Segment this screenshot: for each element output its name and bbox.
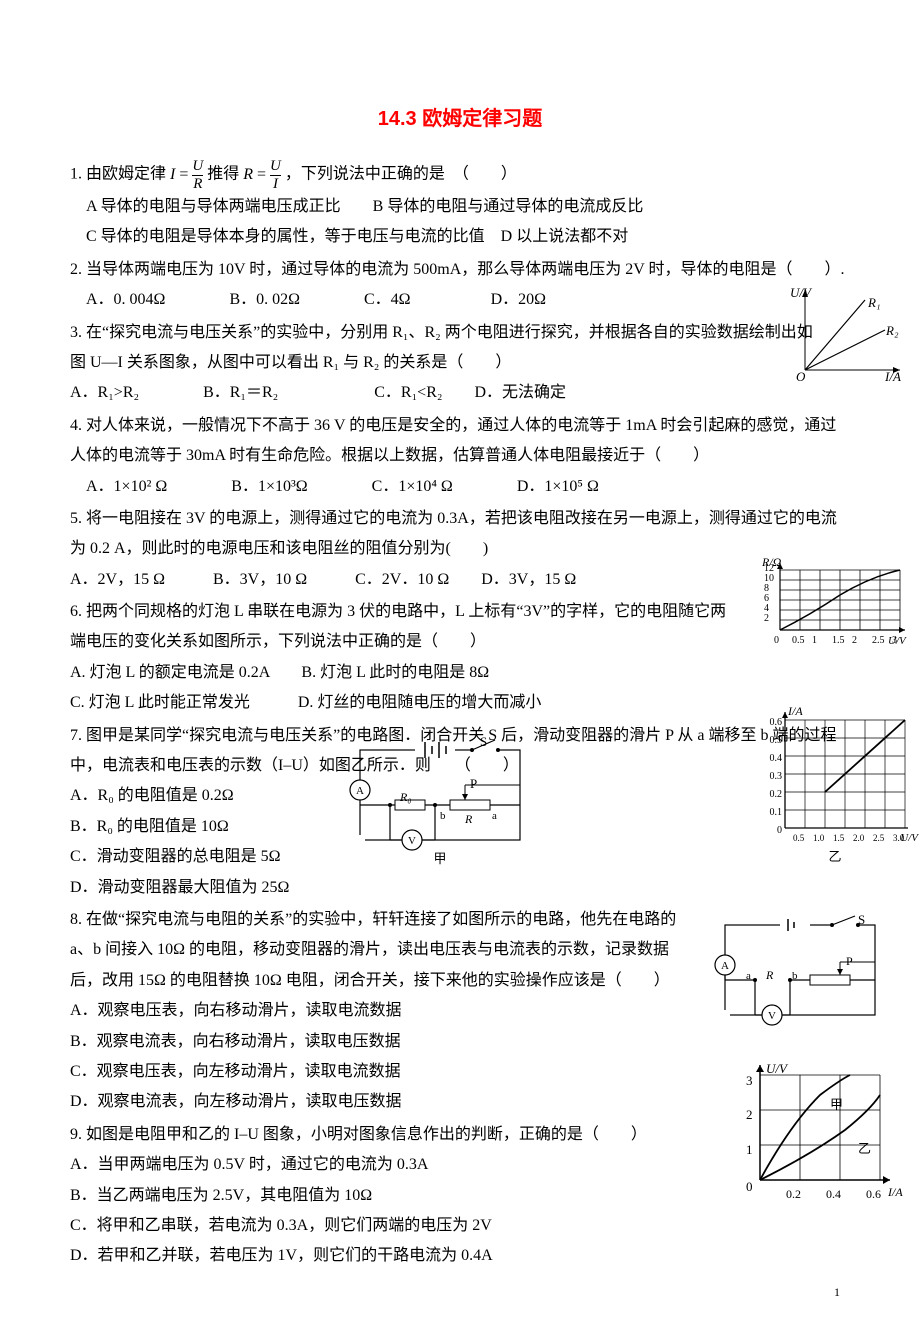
q9-xt2: 0.6 (866, 1183, 881, 1206)
q9-optA: A．当甲两端电压为 0.5V 时，通过它的电流为 0.3A (70, 1150, 690, 1180)
q9-stem: 9. 如图是电阻甲和乙的 I–U 图象，小明对图象信息作出的判断，正确的是（ ） (70, 1120, 690, 1150)
q1-optC: C 导体的电阻是导体本身的属性，等于电压与电流的比值 D 以上说法都不对 (70, 222, 850, 252)
q4-opts: A．1×10² Ω B．1×10³Ω C．1×10⁴ Ω D．1×10⁵ Ω (70, 472, 850, 502)
q9-xlabel: I/A (888, 1181, 903, 1204)
q7g-ylabel: I/A (788, 700, 803, 723)
page-number: 1 (834, 1281, 840, 1304)
q8-stem: 8. 在做“探究电流与电阻的关系”的实验中，轩轩连接了如图所示的电路，他先在电路… (70, 905, 850, 996)
page-title: 14.3 欧姆定律习题 (70, 100, 850, 138)
formula-i-ur: I = UR (170, 166, 203, 183)
formula-r-ui: R = UI (243, 166, 281, 183)
q6-xt4: 2 (852, 631, 872, 650)
q5-stem: 5. 将一电阻接在 3V 的电源上，测得通过它的电流为 0.3A，若把该电阻改接… (70, 504, 850, 565)
q7-optC: C．滑动变阻器的总电阻是 5Ω (70, 842, 850, 872)
q8c-s: S (858, 908, 865, 933)
q6-xlabel: U/V (888, 631, 906, 652)
question-3: 3. 在“探究电流与电压关系”的实验中，分别用 R₁、R₂ 两个电阻进行探究，并… (70, 318, 850, 409)
question-5: 5. 将一电阻接在 3V 的电源上，测得通过它的电流为 0.3A，若把该电阻改接… (70, 504, 850, 595)
q7-optD: D．滑动变阻器最大阻值为 25Ω (70, 873, 850, 903)
q8-optA: A．观察电压表，向右移动滑片，读取电流数据 (70, 996, 850, 1026)
q3-r1: R₁ (868, 291, 880, 316)
q1-stem: 1. 由欧姆定律 (70, 166, 166, 183)
q3-r2: R₂ (886, 319, 898, 344)
q1-mid2: ，下列说法中正确的是 （ ） (285, 166, 517, 183)
q9-optB: B．当乙两端电压为 2.5V，其电阻值为 10Ω (70, 1181, 690, 1211)
q4-stem: 4. 对人体来说，一般情况下不高于 36 V 的电压是安全的，通过人体的电流等于… (70, 411, 850, 472)
q6-optC: C. 灯泡 L 此时能正常发光 D. 灯丝的电阻随电压的增大而减小 (70, 688, 740, 718)
q1-optA: A 导体的电阻与导体两端电压成正比 B 导体的电阻与通过导体的电流成反比 (70, 192, 850, 222)
q9-ylabel: U/V (766, 1057, 787, 1082)
q8-optB: B．观察电流表，向右移动滑片，读取电压数据 (70, 1027, 850, 1057)
question-1: 1. 由欧姆定律 I = UR 推得 R = UI ，下列说法中正确的是 （ ）… (70, 158, 850, 253)
q2-stem: 2. 当导体两端电压为 10V 时，通过导体的电流为 500mA，那么导体两端电… (70, 255, 850, 285)
q3-xlabel: I/A (885, 365, 901, 390)
q6-optA: A. 灯泡 L 的额定电流是 0.2A B. 灯泡 L 此时的电阻是 8Ω (70, 658, 740, 688)
q9-jia: 甲 (830, 1093, 843, 1118)
question-6: 6. 把两个同规格的灯泡 L 串联在电源为 3 伏的电路中，L 上标有“3V”的… (70, 597, 850, 719)
q9-optC: C．将甲和乙串联，若电流为 0.3A，则它们两端的电压为 2V (70, 1211, 690, 1241)
q9-optD: D．若甲和乙并联，若电压为 1V，则它们的干路电流为 0.4A (70, 1241, 690, 1271)
q6-stem: 6. 把两个同规格的灯泡 L 串联在电源为 3 伏的电路中，L 上标有“3V”的… (70, 597, 740, 658)
content: 14.3 欧姆定律习题 1. 由欧姆定律 I = UR 推得 R = UI ，下… (70, 100, 850, 1272)
q2-opts: A．0. 004Ω B．0. 02Ω C．4Ω D．20Ω (70, 285, 850, 315)
q3-stem: 3. 在“探究电流与电压关系”的实验中，分别用 R₁、R₂ 两个电阻进行探究，并… (70, 318, 820, 379)
question-4: 4. 对人体来说，一般情况下不高于 36 V 的电压是安全的，通过人体的电流等于… (70, 411, 850, 502)
question-9: 9. 如图是电阻甲和乙的 I–U 图象，小明对图象信息作出的判断，正确的是（ ）… (70, 1120, 850, 1272)
q5-opts: A．2V，15 Ω B．3V，10 Ω C．2V．10 Ω D．3V，15 Ω (70, 565, 850, 595)
q9-yi: 乙 (858, 1137, 871, 1162)
q3-opts: A．R₁>R₂ B．R₁＝R₂ C．R₁<R₂ D．无法确定 (70, 378, 820, 408)
q7-optB: B．R₀ 的电阻值是 10Ω (70, 812, 850, 842)
q3-ylabel: U/V (790, 281, 811, 306)
q9-yt0: 3 (746, 1069, 753, 1094)
q1-mid1: 推得 (207, 166, 243, 183)
q7-optA: A．R₀ 的电阻值是 0.2Ω (70, 781, 850, 811)
question-7: 7. 图甲是某同学“探究电流与电压关系”的电路图．闭合开关 S 后，滑动变阻器的… (70, 721, 850, 903)
q7-stem: 7. 图甲是某同学“探究电流与电压关系”的电路图．闭合开关 S 后，滑动变阻器的… (70, 721, 850, 782)
question-2: 2. 当导体两端电压为 10V 时，通过导体的电流为 500mA，那么导体两端电… (70, 255, 850, 316)
